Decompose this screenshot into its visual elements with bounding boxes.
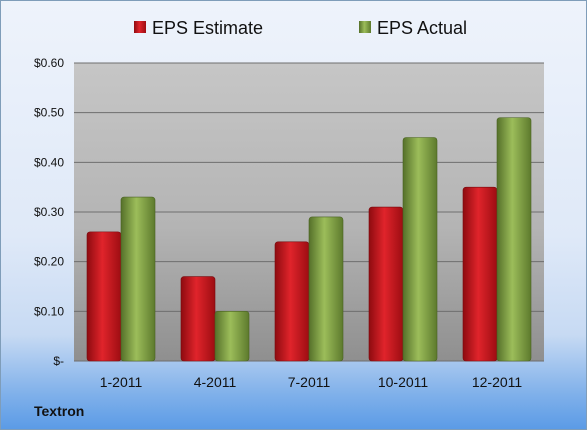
bar-eps-estimate [86,231,122,362]
x-category-label: 1-2011 [100,374,143,390]
legend-swatch-actual [359,21,371,33]
x-category-label: 12-2011 [472,374,523,390]
y-tick-label: $0.10 [34,304,64,318]
legend-label-estimate: EPS Estimate [152,18,263,38]
x-category-label: 10-2011 [378,374,429,390]
bar-eps-estimate [274,241,310,362]
legend-label-actual: EPS Actual [377,18,467,38]
x-category-label: 7-2011 [288,374,331,390]
y-tick-label: $0.50 [34,106,64,120]
bar-eps-actual [214,311,250,362]
y-tick-label: $0.60 [34,56,64,70]
bar-eps-estimate [462,186,498,362]
bar-eps-estimate [180,276,216,362]
y-tick-label: $0.30 [34,205,64,219]
bar-eps-estimate [368,206,404,362]
y-tick-label: $0.20 [34,255,64,269]
y-tick-label: $0.40 [34,155,64,169]
y-tick-label: $- [53,354,64,368]
bar-eps-actual [120,196,156,362]
legend-swatch-estimate [134,21,146,33]
x-category-label: 4-2011 [194,374,237,390]
y-axis-ticks: $- $0.10 $0.20 $0.30 $0.40 $0.50 $0.60 [34,56,64,368]
bars [86,117,532,362]
bar-eps-actual [402,137,438,362]
legend: EPS Estimate EPS Actual [134,18,467,38]
x-axis-labels: 1-2011 4-2011 7-2011 10-2011 12-2011 [100,374,523,390]
bar-eps-actual [308,216,344,362]
bar-eps-actual [496,117,532,362]
company-label: Textron [34,403,85,419]
